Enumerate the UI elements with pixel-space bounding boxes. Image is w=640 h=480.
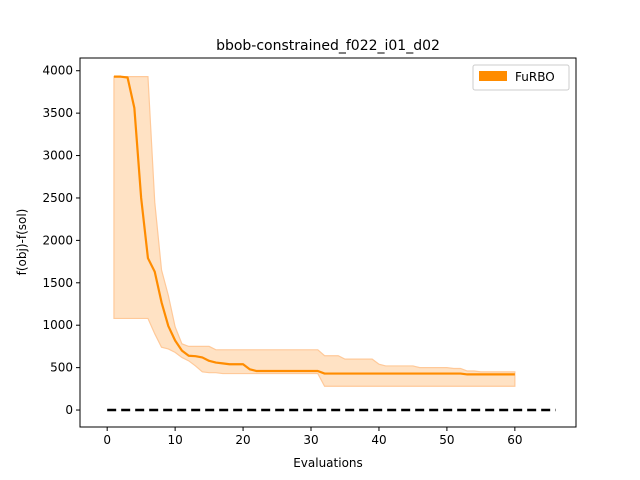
y-axis-label: f(obj)-f(sol) [15,209,29,276]
y-tick-label: 0 [65,403,73,417]
x-axis: 0 10 20 30 40 50 60 [103,427,522,447]
x-tick-label: 60 [507,433,522,447]
y-tick-label: 1000 [42,318,73,332]
x-tick-label: 30 [303,433,318,447]
legend-label: FuRBO [515,70,555,84]
y-tick-label: 2000 [42,233,73,247]
axes-frame [79,57,577,428]
y-tick-label: 3000 [42,149,73,163]
y-tick-label: 2500 [42,191,73,205]
plot-area [107,75,556,412]
y-tick-label: 3500 [42,106,73,120]
y-tick-label: 500 [50,361,73,375]
legend: FuRBO [472,64,570,91]
legend-swatch [479,71,507,81]
y-tick-label: 4000 [42,64,73,78]
x-tick-label: 0 [103,433,111,447]
x-tick-label: 40 [371,433,386,447]
y-tick-label: 1500 [42,276,73,290]
x-tick-label: 20 [235,433,250,447]
x-tick-label: 50 [439,433,454,447]
series-line [113,75,515,376]
x-tick-label: 10 [167,433,182,447]
chart-title: bbob-constrained_f022_i01_d02 [216,38,440,54]
series-band [113,76,516,387]
x-axis-label: Evaluations [293,456,363,470]
y-axis: 0 500 1000 1500 2000 2500 3000 3500 4000 [42,64,80,417]
